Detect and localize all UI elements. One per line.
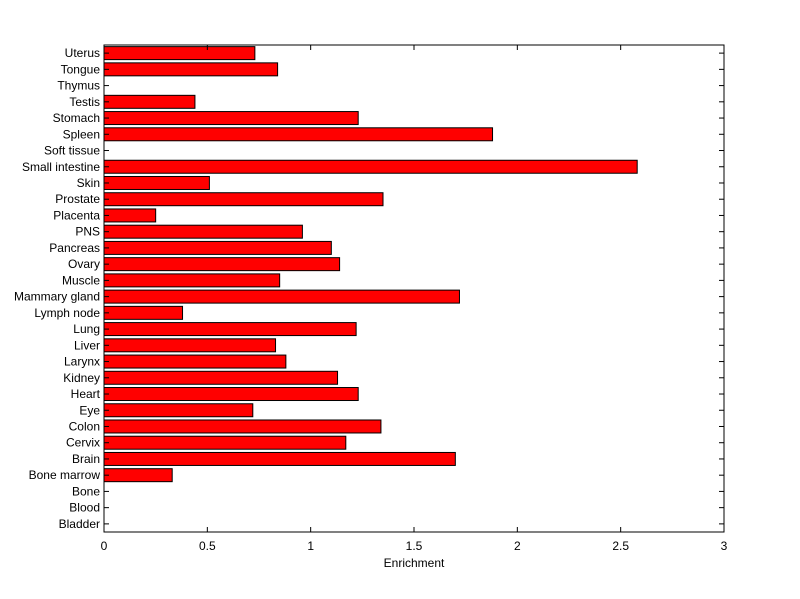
- bar-bone-marrow: [103, 468, 173, 483]
- bar-kidney: [103, 370, 339, 385]
- y-tick-label: Brain: [72, 452, 100, 466]
- bar-cervix: [103, 435, 347, 450]
- y-tick-label: Prostate: [55, 192, 100, 206]
- bar-larynx: [103, 354, 287, 369]
- y-tick-label: Placenta: [53, 208, 100, 222]
- y-tick-label: Eye: [79, 403, 100, 417]
- bar-spleen: [103, 127, 494, 142]
- y-tick-label: PNS: [75, 225, 100, 239]
- bar-ovary: [103, 257, 341, 272]
- y-tick-label: Muscle: [62, 273, 100, 287]
- y-tick-label: Skin: [77, 176, 100, 190]
- y-tick-label: Bone: [72, 484, 100, 498]
- y-tick-label: Soft tissue: [44, 144, 100, 158]
- y-tick-label: Mammary gland: [14, 290, 100, 304]
- bar-prostate: [103, 192, 384, 207]
- y-tick-label: Cervix: [66, 436, 100, 450]
- bar-placenta: [103, 208, 157, 223]
- y-tick-label: Lung: [73, 322, 100, 336]
- x-tick-label: 1.5: [406, 539, 423, 553]
- y-tick-label: Bone marrow: [29, 468, 101, 482]
- bar-heart: [103, 387, 359, 402]
- y-tick-label: Pancreas: [49, 241, 100, 255]
- bar-liver: [103, 338, 277, 353]
- y-ticks: Bladder Blood Bone Bone marrow Brain Cervix Co…: [14, 46, 724, 531]
- bar-brain: [103, 451, 456, 466]
- y-tick-label: Liver: [74, 338, 100, 352]
- x-tick-label: 2: [514, 539, 521, 553]
- y-tick-label: Heart: [71, 387, 101, 401]
- bar-lung: [103, 322, 357, 337]
- y-tick-label: Blood: [69, 501, 100, 515]
- bar-eye: [103, 403, 254, 418]
- bar-mammary-gland: [103, 289, 460, 304]
- x-tick-label: 0.5: [199, 539, 216, 553]
- y-tick-label: Lymph node: [34, 306, 100, 320]
- y-tick-label: Testis: [69, 95, 100, 109]
- bar-skin: [103, 175, 210, 190]
- y-tick-label: Kidney: [63, 371, 100, 385]
- bar-stomach: [103, 111, 359, 126]
- x-tick-label: 3: [721, 539, 728, 553]
- bar-uterus: [103, 46, 256, 61]
- y-tick-label: Colon: [69, 419, 100, 433]
- y-tick-label: Larynx: [64, 355, 100, 369]
- x-ticks: 0 0.5 1 1.5 2 2.5 3: [101, 45, 728, 553]
- x-tick-label: 2.5: [612, 539, 629, 553]
- y-tick-label: Tongue: [61, 62, 101, 76]
- y-tick-label: Stomach: [53, 111, 100, 125]
- bar-tongue: [103, 62, 279, 77]
- x-tick-label: 0: [101, 539, 108, 553]
- y-tick-label: Ovary: [68, 257, 100, 271]
- bar-small-intestine: [103, 159, 638, 174]
- bar-pns: [103, 224, 303, 239]
- bar-testis: [103, 94, 196, 109]
- x-axis-label: Enrichment: [384, 556, 445, 570]
- y-tick-label: Thymus: [57, 79, 100, 93]
- bar-colon: [103, 419, 382, 434]
- bars-group: [103, 46, 638, 483]
- y-tick-label: Spleen: [63, 127, 100, 141]
- bar-pancreas: [103, 240, 332, 255]
- y-tick-label: Uterus: [65, 46, 100, 60]
- y-tick-label: Bladder: [59, 517, 100, 531]
- x-tick-label: 1: [307, 539, 314, 553]
- bar-lymph-node: [103, 305, 184, 320]
- y-tick-label: Small intestine: [22, 160, 100, 174]
- bar-muscle: [103, 273, 281, 288]
